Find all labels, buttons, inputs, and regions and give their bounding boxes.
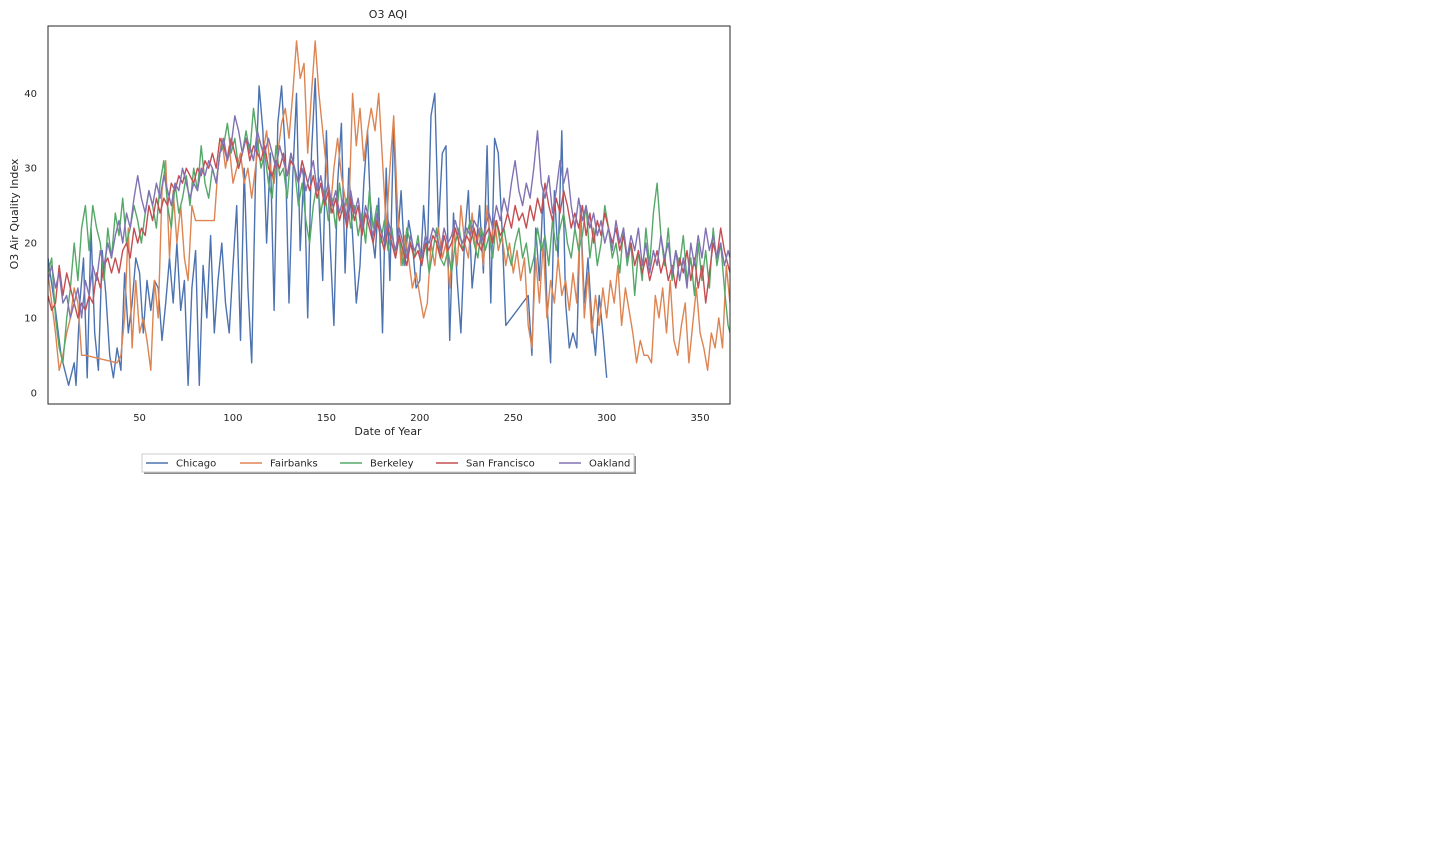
plot-area: 50 100 150 200 250 300 350 0 10 20 30 40 — [24, 25, 731, 424]
y-tick-label: 10 — [24, 313, 37, 324]
legend-box — [141, 453, 635, 473]
series-line-san-francisco — [48, 137, 730, 319]
y-tick-label: 40 — [24, 89, 37, 100]
legend-label-san-francisco: San Francisco — [466, 459, 535, 470]
x-tick-label: 200 — [410, 413, 429, 424]
chart-title: O3 AQI — [369, 8, 407, 21]
chart: O3 AQI 50 100 150 200 250 300 350 0 10 20 30 40 Dat… — [0, 0, 740, 480]
legend-label-fairbanks: Fairbanks — [270, 459, 318, 470]
series-line-berkeley — [48, 107, 730, 364]
y-tick-label: 20 — [24, 239, 37, 250]
legend-label-chicago: Chicago — [176, 459, 216, 470]
y-tick-label: 30 — [24, 164, 37, 175]
legend-label-berkeley: Berkeley — [370, 459, 414, 470]
x-tick-label: 150 — [317, 413, 336, 424]
line-chart: O3 AQI 50 100 150 200 250 300 350 0 10 20 30 40 Dat… — [8, 8, 731, 474]
series-line-oakland — [48, 115, 730, 319]
x-tick-label: 300 — [597, 413, 616, 424]
x-tick-label: 350 — [691, 413, 710, 424]
series-group — [48, 40, 730, 386]
x-tick-label: 250 — [504, 413, 523, 424]
x-tick-label: 50 — [133, 413, 146, 424]
x-axis-label: Date of Year — [354, 425, 422, 438]
y-tick-label: 0 — [31, 388, 37, 399]
series-line-fairbanks — [48, 40, 730, 371]
legend: Chicago Fairbanks Berkeley San Francisco Oak… — [141, 453, 636, 474]
y-axis-label: O3 Air Quality Index — [8, 158, 21, 269]
x-tick-label: 100 — [223, 413, 242, 424]
plot-frame — [47, 25, 731, 405]
legend-label-oakland: Oakland — [589, 459, 630, 470]
